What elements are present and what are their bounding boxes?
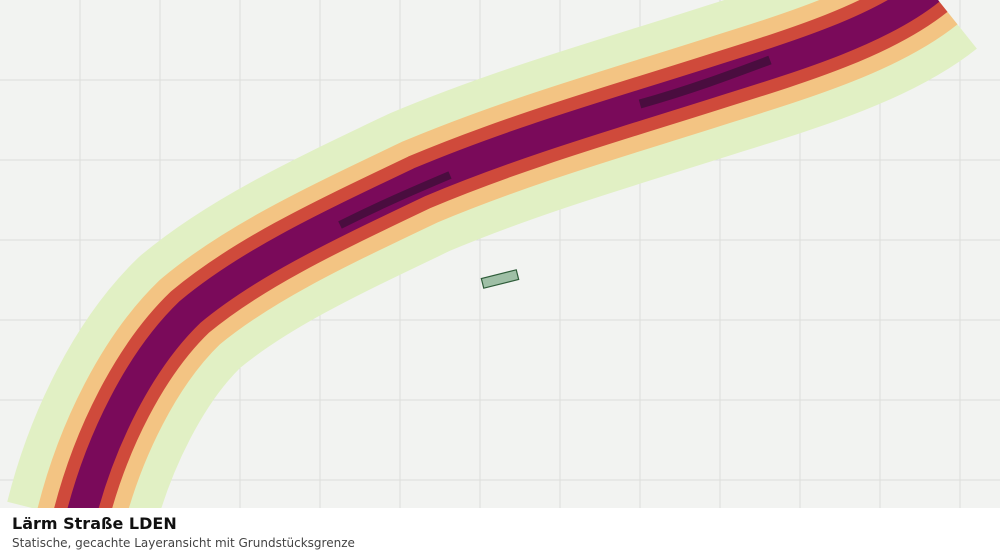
- noise-bands: [7, 0, 977, 508]
- noise-band-extreme: [638, 55, 772, 109]
- map: [0, 0, 1000, 508]
- noise-band-extreme: [338, 171, 452, 229]
- caption-title: Lärm Straße LDEN: [12, 514, 177, 533]
- caption: Lärm Straße LDEN Statische, gecachte Lay…: [0, 508, 1000, 560]
- parcel-boundary: [480, 269, 520, 289]
- caption-subtitle: Statische, gecachte Layeransicht mit Gru…: [12, 536, 355, 550]
- noise-band-very-high: [67, 0, 940, 508]
